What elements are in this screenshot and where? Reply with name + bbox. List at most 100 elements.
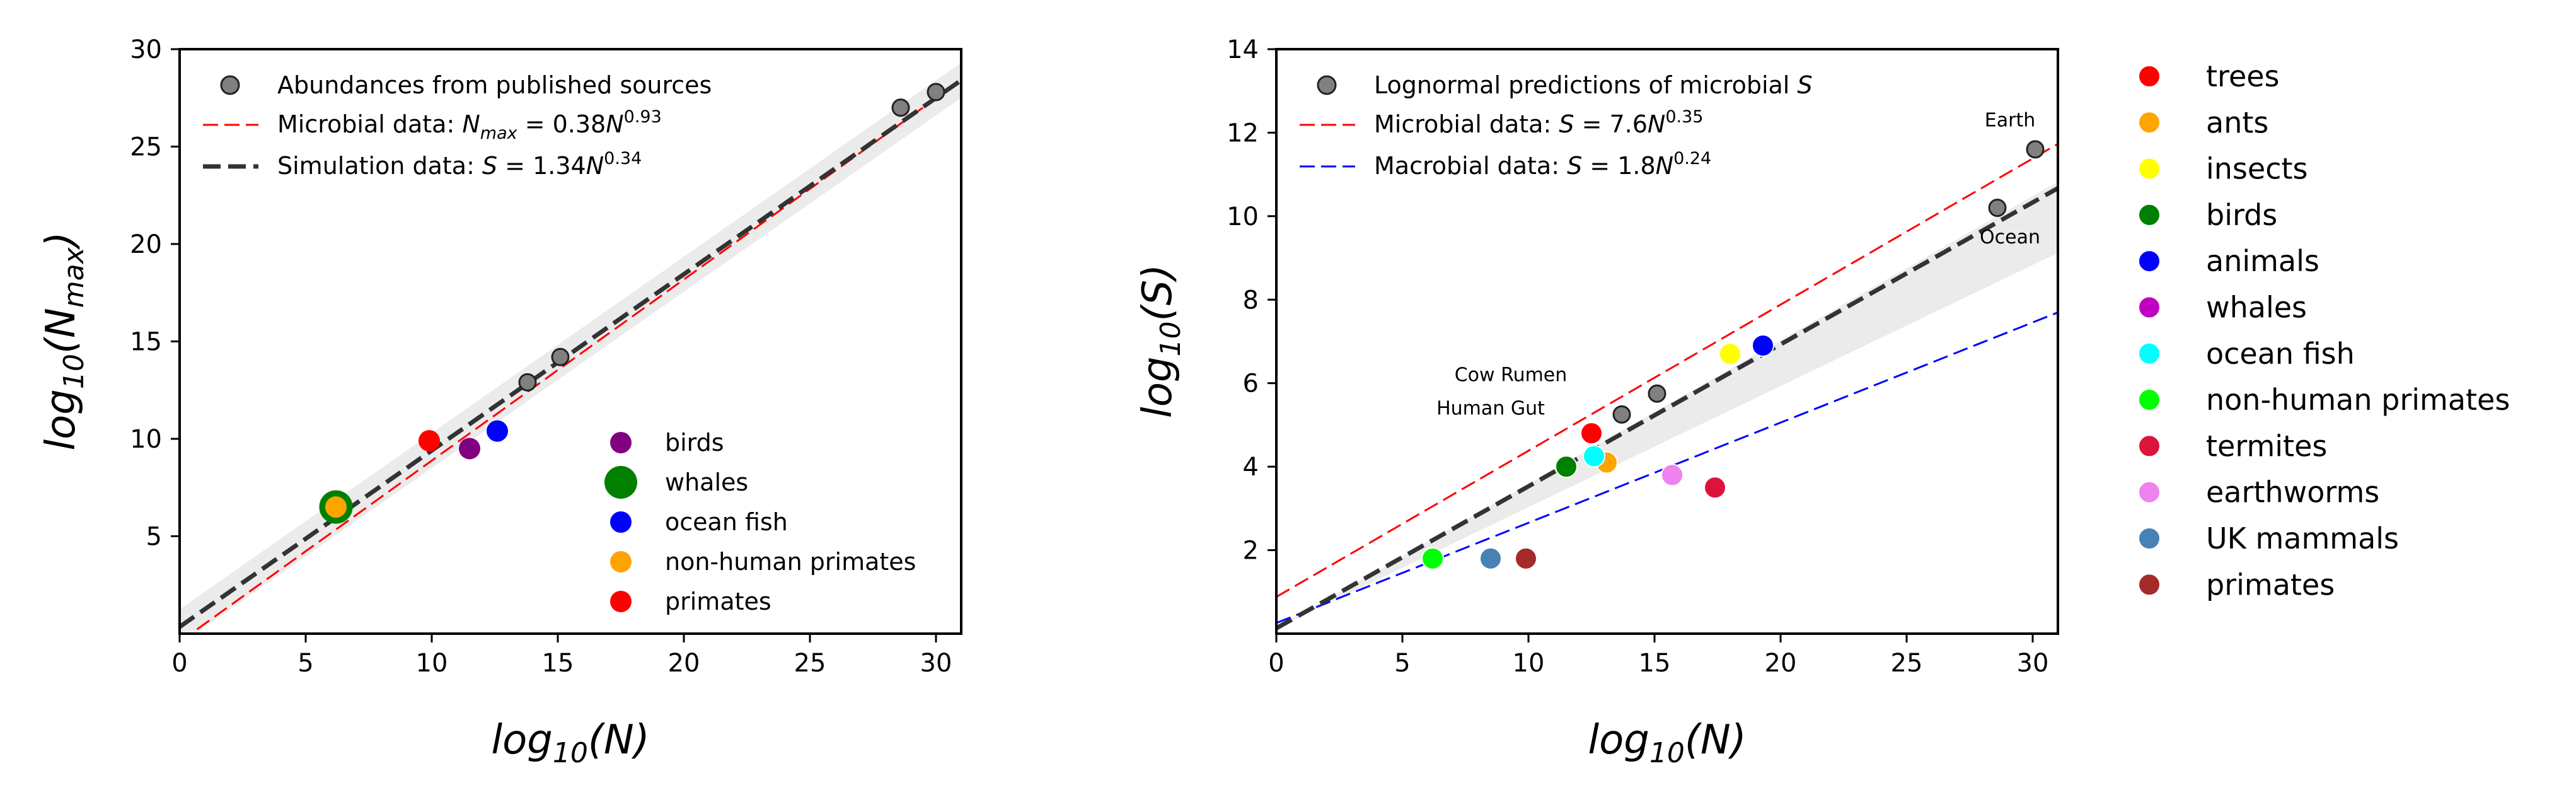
y-tick-label: 2 bbox=[1243, 537, 1259, 566]
x-axis-ticks: 0 5 10 15 20 25 30 bbox=[1268, 634, 2048, 678]
x-tick-label: 15 bbox=[1639, 649, 1671, 678]
x-tick-label: 25 bbox=[794, 649, 826, 678]
point-ocean-fish bbox=[1583, 445, 1605, 468]
side-legend-marker-trees bbox=[2138, 65, 2161, 88]
legend-marker-ocean-fish bbox=[610, 511, 632, 533]
side-legend: trees ants insects birds animals whales ocean … bbox=[2138, 59, 2510, 602]
y-tick-label: 6 bbox=[1243, 369, 1259, 398]
side-legend-marker-termites bbox=[2138, 434, 2161, 458]
legend-marker-birds bbox=[610, 432, 632, 453]
legend-marker-primates bbox=[610, 591, 632, 612]
fit-line-simulation bbox=[1276, 186, 2058, 631]
point-insects bbox=[1719, 342, 1741, 366]
legend-text-whales: whales bbox=[665, 468, 748, 496]
point-published bbox=[518, 373, 537, 392]
legend-marker-published bbox=[220, 75, 240, 95]
side-legend-marker-ocean-fish bbox=[2138, 342, 2161, 365]
fit-line-simulation-data bbox=[180, 78, 961, 629]
side-legend-marker-UK-mammals bbox=[2138, 527, 2161, 550]
annotation-human-gut: Human Gut bbox=[1436, 397, 1545, 419]
y-tick-label: 10 bbox=[130, 425, 162, 454]
data-points bbox=[319, 83, 945, 524]
side-legend-text-non-human-primates: non-human primates bbox=[2206, 383, 2510, 417]
side-legend-text-earthworms: earthworms bbox=[2206, 475, 2379, 509]
y-tick-label: 12 bbox=[1227, 119, 1259, 148]
side-legend-text-insects: insects bbox=[2206, 152, 2308, 186]
legend-text-non-human-primates: non-human primates bbox=[665, 548, 916, 576]
side-legend-text-ants: ants bbox=[2206, 105, 2268, 139]
legend-marker-whales bbox=[604, 466, 637, 499]
y-tick-label: 5 bbox=[146, 523, 162, 552]
y-tick-label: 30 bbox=[130, 35, 162, 64]
point-lognormal bbox=[1612, 405, 1631, 424]
fit-line-microbial-data bbox=[1276, 142, 2058, 598]
band-area bbox=[1276, 182, 2058, 629]
x-axis-label: log10(N) bbox=[491, 717, 649, 769]
confidence-band bbox=[1276, 182, 2058, 629]
left-chart: 0 5 10 15 20 25 30 5 10 15 20 25 30 log10(N) log10(… bbox=[38, 35, 962, 769]
legend-main: Abundances from published sources Microb… bbox=[203, 71, 712, 180]
side-legend-marker-insects bbox=[2138, 157, 2161, 180]
legend-text-birds: birds bbox=[665, 429, 724, 456]
right-chart: 0 5 10 15 20 25 30 2 4 6 8 10 12 14 Earth Ocean Cow Ru… bbox=[1135, 35, 2059, 769]
y-tick-label: 4 bbox=[1243, 453, 1259, 482]
x-tick-label: 5 bbox=[1394, 649, 1410, 678]
point-non-human-primates bbox=[1421, 547, 1444, 570]
fit-lines bbox=[1276, 142, 2058, 631]
side-legend-marker-birds bbox=[2138, 203, 2161, 226]
point-earthworms bbox=[1661, 463, 1684, 487]
side-legend-marker-primates bbox=[2138, 573, 2161, 596]
x-tick-label: 20 bbox=[1765, 649, 1797, 678]
point-birds bbox=[1555, 455, 1578, 479]
y-axis-ticks: 2 4 6 8 10 12 14 bbox=[1227, 35, 1276, 566]
point-termites bbox=[1704, 476, 1726, 499]
x-axis-label: log10(N) bbox=[1588, 717, 1746, 769]
legend-marker-non-human-primates bbox=[610, 551, 632, 572]
point-lognormal bbox=[1988, 199, 2007, 218]
side-legend-marker-whales bbox=[2138, 296, 2161, 319]
point-published bbox=[891, 98, 910, 117]
legend-text-simulation: Simulation data: S = 1.34N0.34 bbox=[277, 149, 642, 180]
x-tick-label: 30 bbox=[920, 649, 952, 678]
x-tick-label: 10 bbox=[1513, 649, 1545, 678]
side-legend-text-animals: animals bbox=[2206, 244, 2319, 278]
fit-lines bbox=[180, 78, 961, 634]
x-tick-label: 10 bbox=[416, 649, 448, 678]
side-legend-text-ocean-fish: ocean fish bbox=[2206, 337, 2355, 371]
y-axis-label: log10(S) bbox=[1135, 264, 1187, 418]
side-legend-text-birds: birds bbox=[2206, 198, 2277, 232]
legend-groups: birds whales ocean fish non-human primates p… bbox=[604, 429, 916, 615]
side-legend-text-whales: whales bbox=[2206, 291, 2307, 325]
y-axis-ticks: 5 10 15 20 25 30 bbox=[130, 35, 180, 552]
point-published bbox=[551, 347, 570, 366]
side-legend-text-trees: trees bbox=[2206, 59, 2280, 93]
x-tick-label: 20 bbox=[668, 649, 700, 678]
point-birds bbox=[459, 438, 480, 460]
side-legend-marker-non-human-primates bbox=[2138, 388, 2161, 412]
annotation-cow-rumen: Cow Rumen bbox=[1455, 364, 1568, 386]
point-non-human-primates bbox=[325, 496, 347, 518]
y-tick-label: 10 bbox=[1227, 202, 1259, 231]
point-primates bbox=[1515, 547, 1537, 570]
x-tick-label: 30 bbox=[2017, 649, 2049, 678]
point-trees bbox=[1580, 422, 1603, 445]
y-tick-label: 20 bbox=[130, 230, 162, 259]
side-legend-text-termites: termites bbox=[2206, 429, 2327, 463]
y-axis-label: log10(Nmax) bbox=[38, 231, 90, 450]
plot-frame bbox=[1275, 48, 2059, 635]
side-legend-marker-ants bbox=[2138, 111, 2161, 134]
point-lognormal bbox=[1648, 384, 1666, 403]
legend-main: Lognormal predictions of microbial S Mic… bbox=[1300, 71, 1813, 180]
legend-text-microbial: Microbial data: Nmax = 0.38N0.93 bbox=[277, 107, 662, 143]
annotation-ocean: Ocean bbox=[1980, 226, 2040, 248]
point-lognormal bbox=[2026, 140, 2045, 159]
legend-text-ocean-fish: ocean fish bbox=[665, 508, 788, 536]
annotation-earth: Earth bbox=[1985, 109, 2035, 131]
y-tick-label: 15 bbox=[130, 328, 162, 357]
data-points bbox=[1421, 140, 2045, 570]
legend-text-microbial: Microbial data: S = 7.6N0.35 bbox=[1374, 107, 1703, 138]
point-ocean-fish bbox=[487, 420, 508, 442]
x-tick-label: 15 bbox=[542, 649, 574, 678]
legend-text-macrobial: Macrobial data: S = 1.8N0.24 bbox=[1374, 149, 1711, 180]
